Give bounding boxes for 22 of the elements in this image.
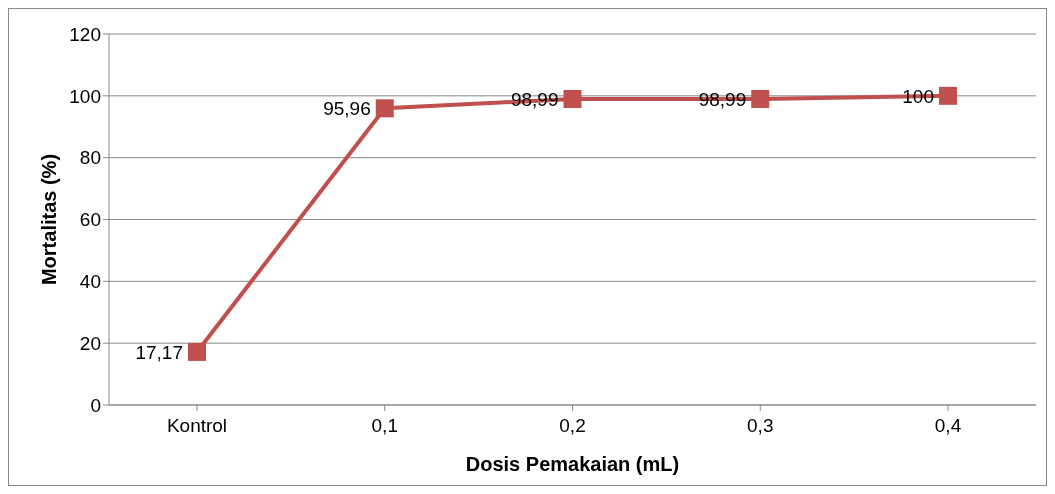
x-tick-label: Kontrol [166,415,228,437]
x-axis-title: Dosis Pemakaian (mL) [465,453,680,476]
data-label: 98,99 [510,88,559,110]
point [375,99,394,118]
y-axis-title: Mortalitas (%) [38,153,61,286]
y-tick-label: 0 [90,394,101,416]
point [751,89,770,108]
y-tick-label: 60 [79,209,101,231]
data-label: 95,96 [323,98,371,120]
y-tick-label: 40 [79,271,101,293]
x-tick-label: 0,4 [934,415,962,437]
x-tick-label: 0,1 [371,415,398,437]
y-tick-label: 120 [69,23,101,45]
point [188,342,206,361]
x-tick-label: 0,3 [747,415,774,437]
point [563,89,582,108]
x-tick-label: 0,2 [559,415,586,437]
y-tick-label: 80 [79,147,101,169]
data-label: 17,17 [135,341,183,363]
point [939,86,957,105]
y-tick-label: 100 [69,85,101,107]
y-tick-label: 20 [79,332,101,354]
